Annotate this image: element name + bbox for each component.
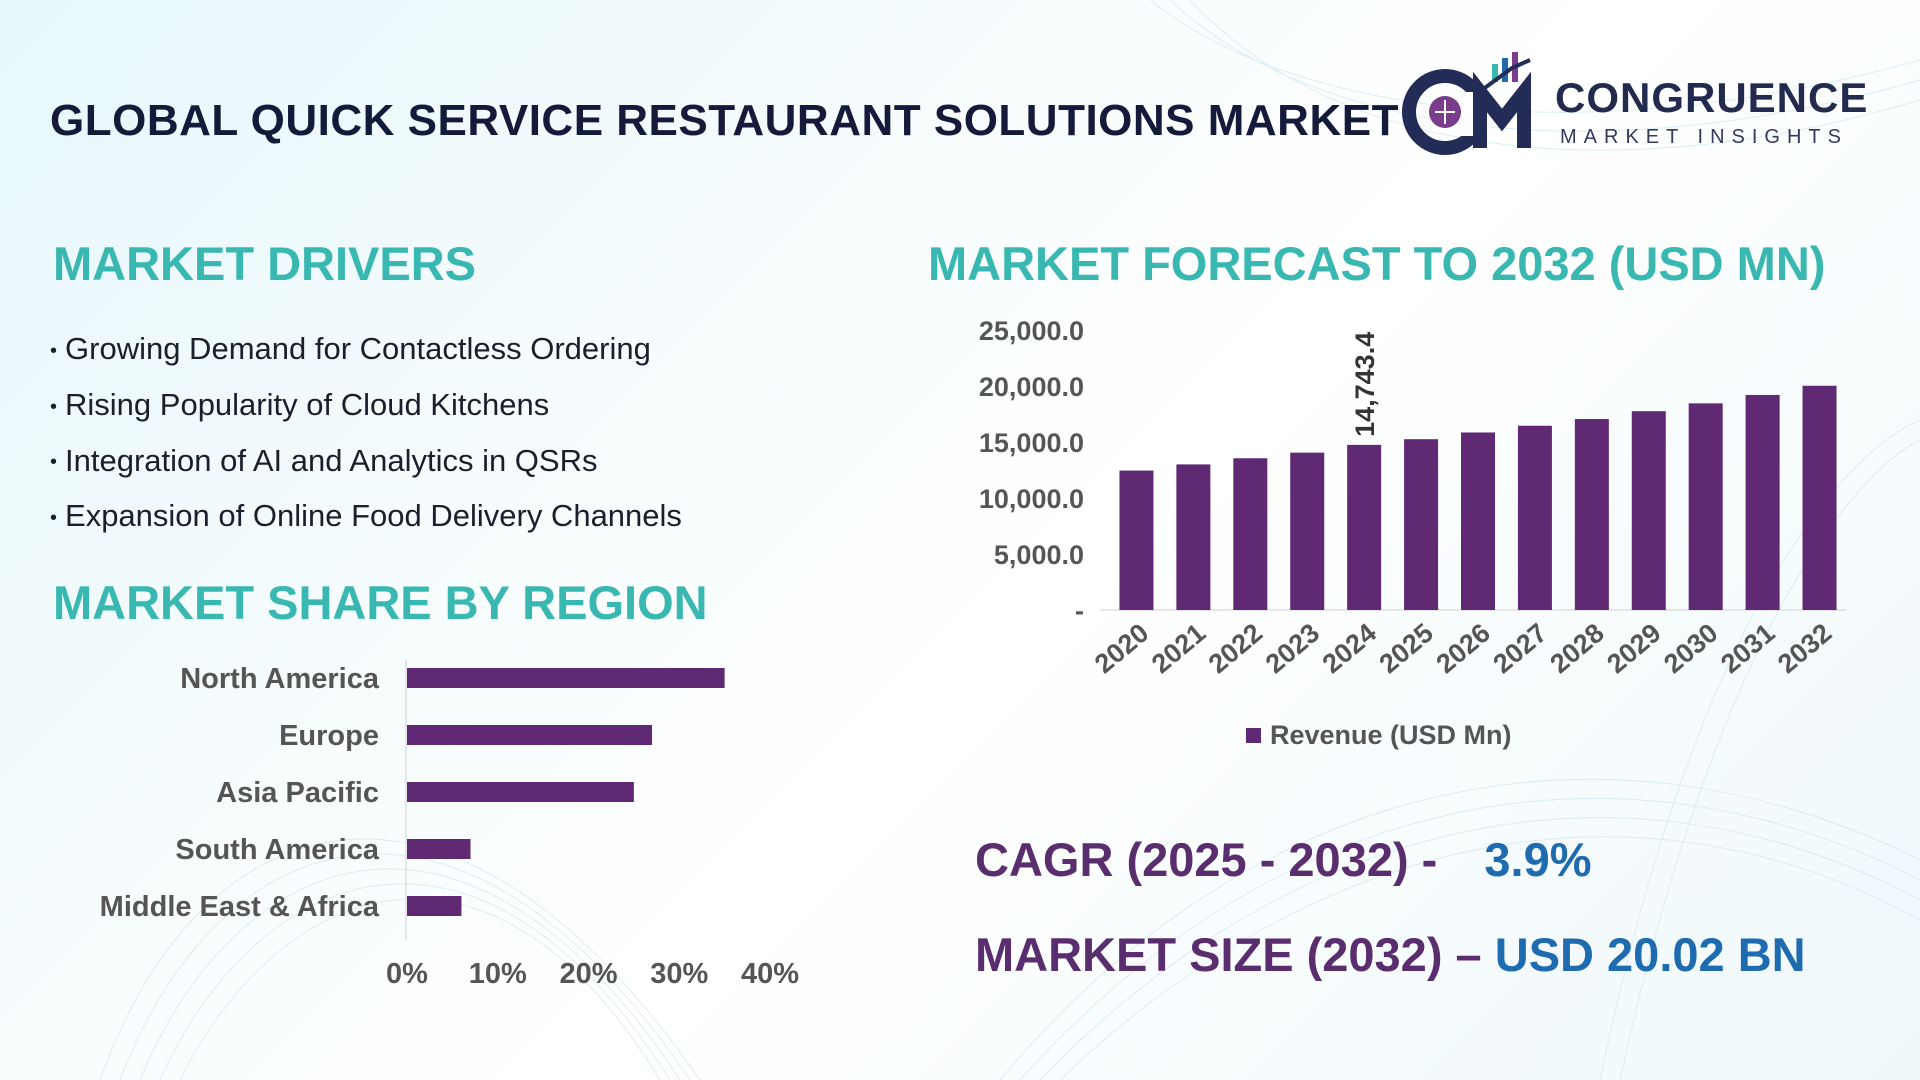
driver-text: Expansion of Online Food Delivery Channe… — [65, 498, 682, 534]
forecast-bar-2032 — [1802, 385, 1837, 610]
x-tick-label: 20% — [559, 958, 617, 990]
region-bar — [407, 839, 471, 859]
market-size-value: USD 20.02 BN — [1494, 928, 1806, 981]
cagr-label: CAGR (2025 - 2032) - — [975, 833, 1438, 886]
data-label: 14,743.4 — [1350, 332, 1380, 437]
x-tick-label: 40% — [741, 958, 799, 990]
forecast-bar-2029 — [1631, 411, 1666, 610]
region-bar — [407, 896, 462, 916]
market-size-row: MARKET SIZE (2032) – USD 20.02 BN — [975, 927, 1806, 982]
x-tick-label: 2024 — [1317, 618, 1382, 680]
forecast-bar-chart: - 5,000.0 10,000.0 15,000.0 20,000.0 25,000.0… — [979, 316, 1846, 750]
driver-text: Rising Popularity of Cloud Kitchens — [65, 386, 550, 422]
region-bar — [407, 725, 653, 745]
driver-text: Integration of AI and Analytics in QSRs — [65, 442, 598, 478]
x-tick-label: 0% — [386, 958, 428, 990]
forecast-bar-2020 — [1119, 470, 1154, 610]
forecast-bar-2031 — [1745, 394, 1780, 610]
forecast-bar-2023 — [1290, 452, 1325, 610]
region-label: Middle East & Africa — [100, 891, 380, 923]
bullet-icon: • — [50, 339, 58, 362]
region-share-bar-chart: North America Europe Asia Pacific South Ame… — [100, 660, 799, 990]
region-heading: MARKET SHARE BY REGION — [53, 576, 708, 629]
y-tick-label: 5,000.0 — [994, 540, 1084, 570]
region-label: South America — [175, 834, 379, 866]
x-tick-label: 2030 — [1658, 618, 1723, 680]
region-label: North America — [180, 663, 380, 695]
x-tick-label: 2032 — [1772, 618, 1837, 680]
forecast-heading: MARKET FORECAST TO 2032 (USD MN) — [928, 237, 1826, 290]
driver-text: Growing Demand for Contactless Ordering — [65, 331, 651, 366]
forecast-bar-2030 — [1688, 403, 1723, 610]
drivers-list: • Growing Demand for Contactless Ordering… — [50, 322, 682, 545]
bullet-icon: • — [50, 395, 58, 418]
forecast-bar-2022 — [1233, 458, 1268, 610]
x-tick-label: 2021 — [1146, 618, 1211, 680]
forecast-bar-2021 — [1176, 464, 1211, 610]
cagr-row: CAGR (2025 - 2032) - 3.9% — [975, 832, 1592, 887]
region-label: Europe — [279, 720, 379, 752]
legend-label: Revenue (USD Mn) — [1270, 720, 1512, 750]
bullet-icon: • — [50, 451, 58, 474]
bullet-icon: • — [50, 507, 58, 530]
y-tick-label: - — [1075, 596, 1084, 626]
x-tick-label: 2027 — [1487, 618, 1552, 680]
region-label: Asia Pacific — [216, 777, 379, 809]
market-size-label: MARKET SIZE (2032) – — [975, 928, 1482, 981]
logo-tagline: MARKET INSIGHTS — [1560, 126, 1848, 148]
driver-item: • Growing Demand for Contactless Ordering — [50, 322, 682, 378]
forecast-bar-2027 — [1517, 425, 1552, 610]
x-tick-label: 2023 — [1260, 618, 1325, 680]
forecast-bar-2026 — [1461, 432, 1495, 610]
y-tick-label: 25,000.0 — [979, 316, 1084, 346]
page-title: GLOBAL QUICK SERVICE RESTAURANT SOLUTION… — [50, 96, 1399, 145]
region-bar — [407, 782, 634, 802]
driver-item: • Expansion of Online Food Delivery Chann… — [50, 489, 682, 545]
y-tick-label: 10,000.0 — [979, 484, 1084, 514]
x-tick-label: 2029 — [1601, 618, 1666, 680]
x-tick-label: 2022 — [1203, 618, 1268, 680]
driver-item: • Rising Popularity of Cloud Kitchens — [50, 378, 682, 434]
legend-swatch — [1246, 728, 1261, 743]
x-tick-label: 2028 — [1544, 618, 1609, 680]
y-tick-label: 15,000.0 — [979, 428, 1084, 458]
drivers-heading: MARKET DRIVERS — [53, 237, 477, 290]
x-tick-label: 2025 — [1374, 618, 1439, 680]
congruence-logo-icon — [1402, 52, 1531, 155]
x-tick-label: 10% — [469, 958, 527, 990]
y-tick-label: 20,000.0 — [979, 372, 1084, 402]
x-tick-label: 30% — [650, 958, 708, 990]
logo-name: CONGRUENCE — [1555, 74, 1869, 121]
region-bar — [407, 668, 725, 688]
forecast-bar-2028 — [1574, 419, 1609, 610]
x-tick-label: 2026 — [1431, 618, 1496, 680]
cagr-value: 3.9% — [1484, 833, 1592, 886]
x-tick-label: 2031 — [1715, 618, 1780, 680]
x-tick-label: 2020 — [1089, 618, 1154, 680]
driver-item: • Integration of AI and Analytics in QSRs — [50, 434, 682, 490]
forecast-bar-2025 — [1404, 439, 1439, 610]
forecast-bar-2024 — [1347, 444, 1382, 610]
